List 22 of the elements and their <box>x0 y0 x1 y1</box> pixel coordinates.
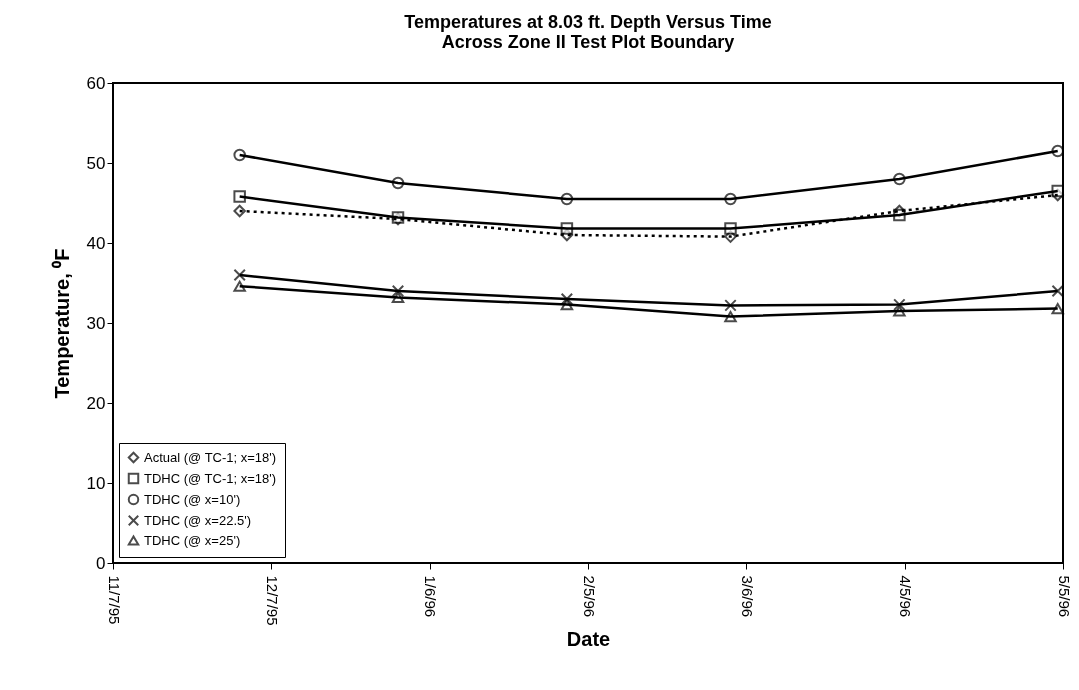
chart-title: Temperatures at 8.03 ft. Depth Versus Time Across Zone II Test Plot Boundary <box>404 12 772 52</box>
x-tick-label: 3/6/96 <box>738 575 756 618</box>
legend-label: TDHC (@ x=25') <box>144 532 241 548</box>
legend-label: Actual (@ TC-1; x=18') <box>144 449 277 465</box>
legend-label: TDHC (@ x=22.5') <box>144 512 252 528</box>
x-tick-label: 4/5/96 <box>897 575 915 618</box>
y-tick-label: 60 <box>86 73 106 93</box>
x-tick-label: 12/7/95 <box>263 575 281 626</box>
y-tick-label: 50 <box>86 153 106 173</box>
x-tick-label: 1/6/96 <box>422 575 440 618</box>
x-tick-label: 2/5/96 <box>580 575 598 618</box>
x-tick-label: 5/5/96 <box>1055 575 1073 618</box>
x-tick-label: 11/7/95 <box>105 575 123 625</box>
y-tick-label: 0 <box>96 553 106 573</box>
y-tick-label: 20 <box>86 393 106 413</box>
legend-label: TDHC (@ TC-1; x=18') <box>144 470 277 486</box>
y-tick-label: 40 <box>86 233 106 253</box>
y-axis-title: Temperature, ⁰F <box>50 248 73 399</box>
legend-label: TDHC (@ x=10') <box>144 491 241 507</box>
x-axis-title: Date <box>566 627 611 650</box>
y-tick-label: 30 <box>86 313 106 333</box>
y-tick-label: 10 <box>86 473 106 493</box>
